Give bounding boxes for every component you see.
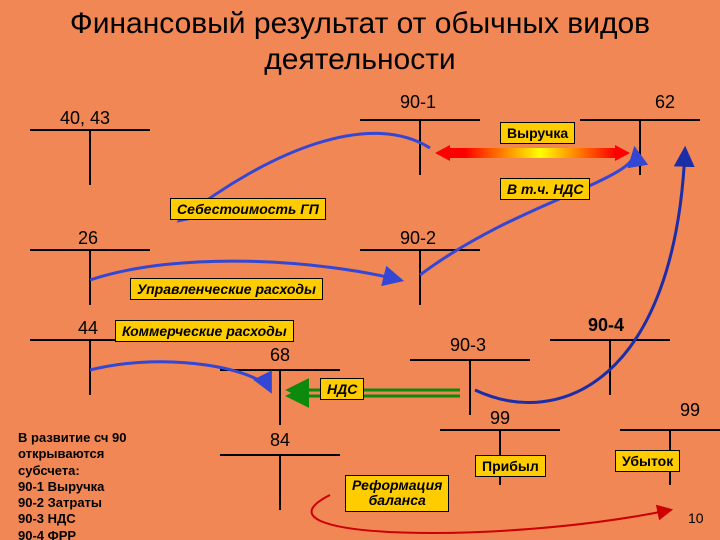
box-ubytok: Убыток bbox=[615, 450, 680, 472]
account-90-1: 90-1 bbox=[400, 92, 436, 113]
box-reformatsiya: Реформация баланса bbox=[345, 475, 449, 512]
account-62: 62 bbox=[655, 92, 675, 113]
box-nds: НДС bbox=[320, 378, 364, 400]
box-kommer: Коммерческие расходы bbox=[115, 320, 294, 342]
diagram-title: Финансовый результат от обычных видов де… bbox=[0, 6, 720, 78]
account-26: 26 bbox=[78, 228, 98, 249]
box-pribyl: Прибыл bbox=[475, 455, 546, 477]
box-uprav: Управленческие расходы bbox=[130, 278, 323, 300]
account-40-43: 40, 43 bbox=[60, 108, 110, 129]
account-99-right: 99 bbox=[680, 400, 700, 421]
account-84: 84 bbox=[270, 430, 290, 451]
box-sebestoimost: Себестоимость ГП bbox=[170, 198, 326, 220]
page-number: 10 bbox=[688, 510, 704, 526]
account-68: 68 bbox=[270, 345, 290, 366]
box-vyruchka: Выручка bbox=[500, 122, 575, 144]
account-90-3: 90-3 bbox=[450, 335, 486, 356]
box-vtch-nds: В т.ч. НДС bbox=[500, 178, 590, 200]
account-90-2: 90-2 bbox=[400, 228, 436, 249]
account-90-4: 90-4 bbox=[588, 315, 624, 336]
legend-subaccounts: В развитие сч 90 открываются субсчета: 9… bbox=[18, 430, 127, 540]
account-99-left: 99 bbox=[490, 408, 510, 429]
account-44: 44 bbox=[78, 318, 98, 339]
diagram-canvas: Финансовый результат от обычных видов де… bbox=[0, 0, 720, 540]
